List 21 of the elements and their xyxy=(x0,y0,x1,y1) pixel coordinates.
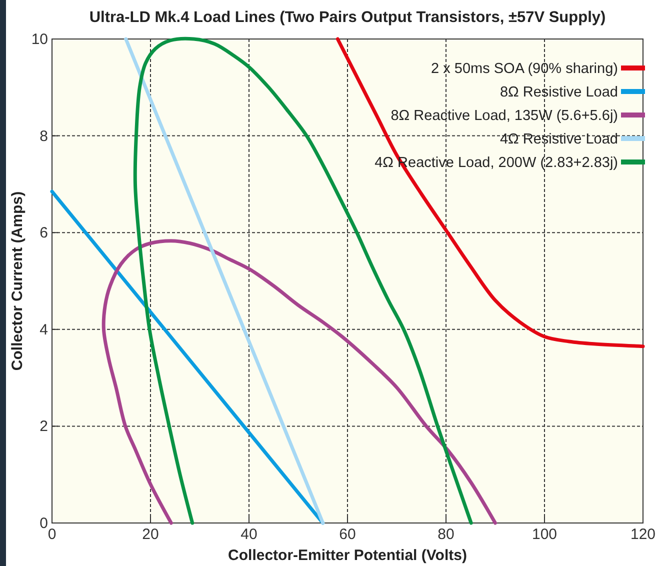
x-tick-label: 20 xyxy=(142,526,159,543)
chart-title: Ultra-LD Mk.4 Load Lines (Two Pairs Output Transistors, ±57V Supply) xyxy=(89,9,606,26)
line-series xyxy=(336,37,645,348)
x-tick-label: 80 xyxy=(438,526,454,543)
x-tick-label: 100 xyxy=(532,526,558,543)
y-tick-label: 10 xyxy=(31,31,48,48)
legend-label: 4Ω Resistive Load xyxy=(500,132,618,148)
x-axis-title: Collector-Emitter Potential (Volts) xyxy=(228,547,467,564)
legend-label: 8Ω Resistive Load xyxy=(500,84,618,100)
y-axis-title: Collector Current (Amps) xyxy=(9,191,26,371)
x-tick-label: 40 xyxy=(240,526,258,543)
y-tick-label: 4 xyxy=(40,321,48,338)
line-series xyxy=(102,239,497,525)
y-tick-label: 0 xyxy=(40,515,48,532)
x-tick-label: 120 xyxy=(630,526,656,543)
x-tick-label: 60 xyxy=(339,526,356,543)
legend-label: 2 x 50ms SOA (90% sharing) xyxy=(431,61,618,77)
legend-label: 8Ω Reactive Load, 135W (5.6+5.6j) xyxy=(390,108,618,124)
y-tick-label: 8 xyxy=(40,128,48,145)
y-tick-label: 2 xyxy=(40,418,48,436)
y-tick-label: 6 xyxy=(40,224,48,242)
